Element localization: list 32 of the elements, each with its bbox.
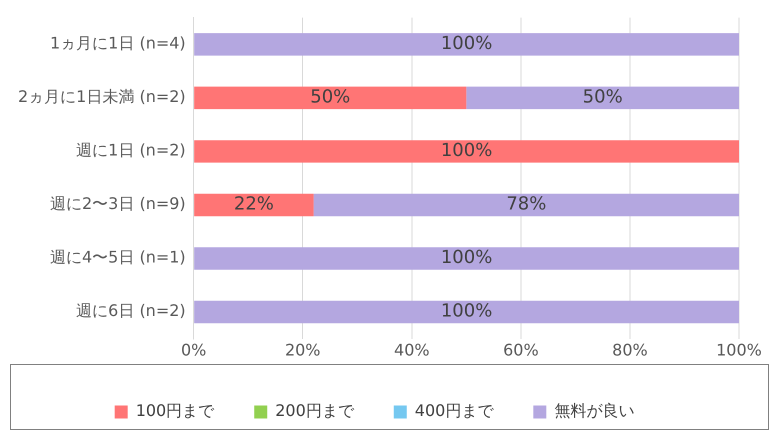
y-tick-label: 2ヵ月に1日未満 (n=2) bbox=[18, 87, 186, 106]
y-tick-label: 週に2〜3日 (n=9) bbox=[50, 194, 186, 214]
bar bbox=[194, 247, 739, 270]
data-label: 78% bbox=[506, 194, 546, 215]
x-tick-label: 40% bbox=[394, 340, 430, 360]
data-label: 100% bbox=[440, 247, 492, 268]
x-tick-label: 0% bbox=[180, 340, 206, 360]
data-label: 100% bbox=[440, 300, 492, 322]
data-label: 100% bbox=[440, 140, 492, 162]
legend-label: 200円まで bbox=[275, 401, 355, 420]
bar bbox=[314, 194, 739, 216]
y-tick-label: 1ヵ月に1日 (n=4) bbox=[50, 34, 186, 53]
bar bbox=[466, 86, 739, 110]
data-label: 50% bbox=[310, 86, 350, 108]
legend-label: 無料が良い bbox=[554, 401, 634, 420]
x-tick-label: 80% bbox=[612, 340, 648, 360]
y-tick-label: 週に4〜5日 (n=1) bbox=[50, 248, 186, 267]
bar bbox=[194, 300, 739, 324]
bar bbox=[194, 194, 314, 216]
y-tick-label: 週に1日 (n=2) bbox=[76, 140, 186, 160]
data-label: 100% bbox=[440, 33, 492, 54]
data-label: 50% bbox=[582, 86, 623, 108]
bar bbox=[194, 33, 739, 56]
bar bbox=[194, 86, 466, 110]
x-tick-label: 60% bbox=[503, 340, 539, 360]
data-label: 22% bbox=[234, 194, 274, 215]
legend-label: 100円まで bbox=[136, 401, 216, 420]
x-tick-label: 20% bbox=[284, 340, 321, 360]
legend-label: 400円まで bbox=[414, 401, 494, 420]
x-tick-label: 100% bbox=[716, 340, 762, 360]
y-tick-label: 週に6日 (n=2) bbox=[76, 301, 186, 320]
bar bbox=[194, 140, 739, 163]
